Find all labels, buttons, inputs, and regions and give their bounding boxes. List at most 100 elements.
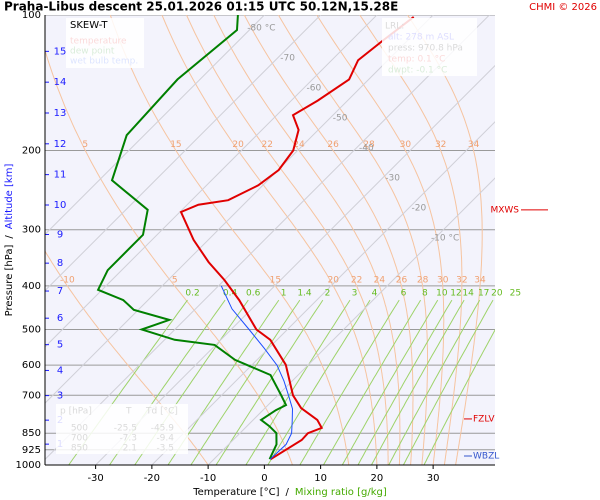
legend-box: [66, 18, 144, 68]
y-label-sep: /: [4, 235, 15, 239]
mixing-ratio-label: 1: [281, 289, 287, 299]
altitude-tick-label: 6: [57, 313, 63, 324]
altitude-tick-label: 4: [57, 365, 63, 376]
mixing-ratio-label: 3: [352, 289, 358, 299]
pseudo-adiabat-label: 28: [417, 275, 429, 285]
mixing-ratio-label: 0.4: [223, 289, 238, 299]
mixing-ratio-label: 20: [491, 289, 503, 299]
mixing-ratio-line: [299, 299, 400, 465]
y-tick-label: 400: [22, 281, 41, 292]
mixing-ratio-label: 8: [422, 289, 428, 299]
isotherm-label: -70: [280, 54, 295, 64]
pseudo-adiabat-label: 22: [262, 140, 273, 150]
pseudo-adiabat: [407, 15, 483, 465]
pseudo-adiabat: [45, 48, 293, 465]
mixing-ratio-line: [341, 299, 439, 465]
subtitle: SKEW-T: [70, 20, 108, 31]
isotherm-label: -80 °C: [247, 24, 275, 34]
altitude-tick-label: 7: [57, 286, 63, 297]
mixing-ratio-line: [423, 329, 495, 465]
background-lines: [45, 15, 495, 465]
mixing-ratio-label: 6: [401, 289, 407, 299]
pseudo-adiabat-label: 26: [327, 140, 339, 150]
altitude-tick-label: 9: [57, 229, 63, 240]
mixing-ratio-line: [267, 299, 371, 465]
mixing-ratio-line: [323, 299, 422, 465]
x-label-sep: /: [286, 487, 290, 498]
pseudo-adiabat: [213, 15, 401, 465]
isotherm-label: -60: [307, 84, 322, 94]
y-axis-label: Pressure [hPa] / Altitude [km]: [4, 164, 15, 317]
pseudo-adiabat-label: -10: [60, 275, 75, 285]
pseudo-adiabat-label: 32: [456, 275, 467, 285]
altitude-tick-label: 8: [57, 258, 63, 269]
mixing-ratio-line: [215, 299, 324, 465]
y-label-main: Pressure [hPa]: [4, 245, 15, 317]
altitude-tick-label: 13: [54, 108, 67, 119]
altitude-tick-label: 3: [57, 391, 63, 402]
x-tick-label: 0: [261, 473, 267, 484]
pseudo-adiabat: [277, 15, 428, 465]
y-tick-label: 925: [22, 445, 41, 456]
pseudo-adiabat-label: 15: [170, 140, 181, 150]
isotherm: [95, 64, 495, 465]
mixing-ratio-label: 14: [462, 289, 474, 299]
chart-title: Praha-Libus descent 25.01.2026 01:15 UTC…: [4, 0, 398, 14]
x-label-secondary: Mixing ratio [g/kg]: [295, 487, 387, 498]
plot-area: [45, 15, 495, 465]
x-tick-label: -10: [200, 473, 216, 484]
pseudo-adiabat-label: 24: [293, 140, 305, 150]
pseudo-adiabat: [161, 15, 378, 465]
mixing-ratio-label: 0.2: [185, 289, 199, 299]
pseudo-adiabat-label: 26: [396, 275, 408, 285]
y-tick-label: 300: [22, 225, 41, 236]
altitude-tick-label: 15: [54, 46, 67, 57]
isotherm-label: -40: [359, 144, 374, 154]
y-tick-label: 600: [22, 360, 41, 371]
pseudo-adiabat-label: 32: [435, 140, 446, 150]
isotherm-label: -10 °C: [431, 234, 459, 244]
x-tick-label: -20: [144, 473, 160, 484]
pseudo-adiabat-label: 15: [270, 275, 281, 285]
y-tick-label: 700: [22, 390, 41, 401]
isotherm: [45, 15, 321, 292]
mixing-ratio-line: [357, 299, 453, 465]
x-tick-label: 30: [427, 473, 440, 484]
x-tick-label: -30: [87, 473, 103, 484]
lrl-box: [382, 18, 477, 76]
x-axis-label: Temperature [°C] / Mixing ratio [g/kg]: [192, 487, 387, 498]
pseudo-adiabat-label: 22: [351, 275, 362, 285]
x-label-main: Temperature [°C]: [192, 487, 279, 498]
altitude-tick-label: 11: [54, 170, 67, 181]
mixing-ratio-line: [371, 299, 465, 465]
mixing-ratio-label: 1.4: [297, 289, 312, 299]
mixing-ratio-label: 2: [325, 289, 331, 299]
pseudo-adiabat-label: 30: [400, 140, 412, 150]
y-label-secondary: Altitude [km]: [4, 164, 15, 230]
isotherm: [45, 15, 378, 348]
isotherm: [45, 15, 434, 404]
isotherm-label: -20: [412, 204, 427, 214]
level-label: WBZL: [473, 452, 499, 462]
y-tick-label: 200: [22, 145, 41, 156]
pseudo-adiabat: [109, 15, 350, 465]
mixing-ratio-line: [245, 299, 351, 465]
table-box: [56, 404, 188, 454]
mixing-ratio-line: [388, 299, 481, 465]
mixing-ratio-label: 4: [372, 289, 378, 299]
x-tick-label: 10: [314, 473, 327, 484]
pseudo-adiabat-label: 34: [468, 140, 480, 150]
pseudo-adiabat-label: 34: [474, 275, 486, 285]
pseudo-adiabat-label: 20: [328, 275, 340, 285]
pseudo-adiabat-label: 24: [374, 275, 386, 285]
pseudo-adiabat-label: 20: [232, 140, 244, 150]
profile-line: [220, 285, 294, 460]
mixing-ratio-label: 17: [478, 289, 489, 299]
pseudo-adiabat-label: 5: [82, 140, 88, 150]
isotherm: [45, 15, 265, 236]
y-tick-label: 100: [22, 10, 41, 21]
profile-line: [96, 14, 288, 460]
isotherm-label: -30: [385, 174, 400, 184]
altitude-tick-label: 10: [54, 200, 67, 211]
pseudo-adiabat: [186, 15, 389, 465]
